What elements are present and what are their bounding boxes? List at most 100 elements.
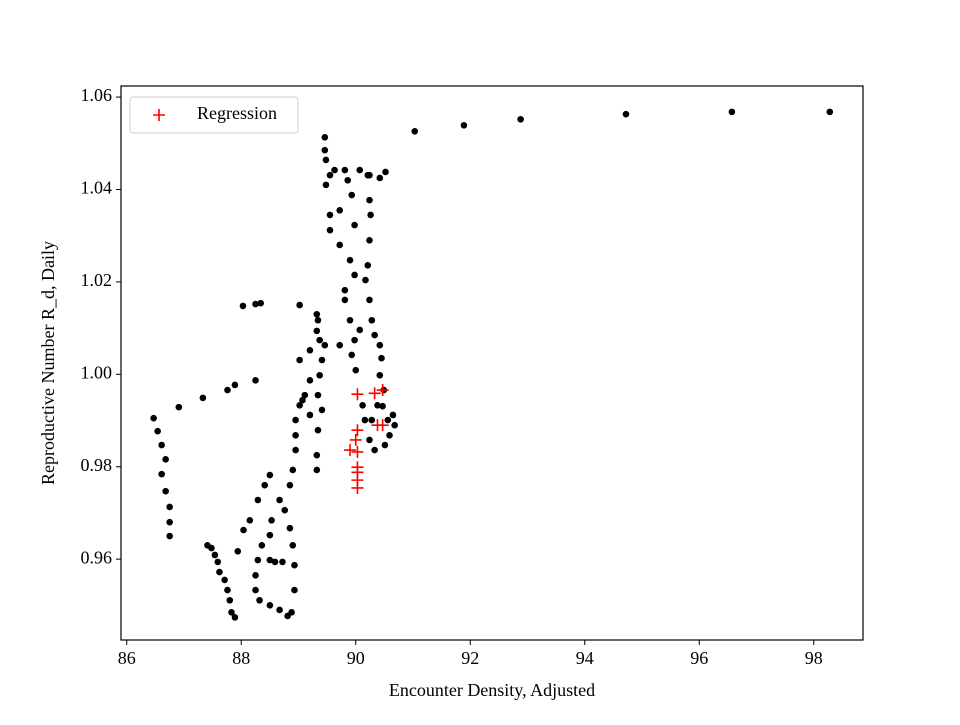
point — [228, 608, 235, 616]
point — [368, 416, 376, 424]
point — [257, 299, 264, 307]
point — [366, 196, 373, 204]
point — [389, 411, 397, 419]
point — [368, 316, 376, 324]
x-axis-label: Encounter Density, Adjusted — [389, 680, 595, 700]
point — [154, 427, 161, 435]
point — [226, 596, 234, 604]
point — [231, 381, 239, 389]
y-tick-label: 1.00 — [81, 362, 113, 382]
point — [364, 261, 372, 269]
y-tick-label: 1.04 — [81, 178, 113, 198]
point — [371, 446, 378, 454]
point — [279, 558, 286, 566]
legend-marker — [153, 109, 165, 121]
point — [346, 256, 354, 264]
y-axis-label: Reproductive Number R_d, Daily — [38, 241, 58, 485]
point — [321, 146, 329, 154]
x-tick-label: 90 — [347, 648, 365, 668]
point — [381, 441, 389, 449]
point — [351, 271, 358, 279]
point — [622, 110, 630, 118]
point — [214, 558, 222, 566]
x-tick-label: 98 — [805, 648, 823, 668]
point — [326, 226, 334, 234]
point — [341, 296, 349, 304]
point — [351, 481, 364, 494]
point — [254, 556, 262, 564]
point — [326, 171, 334, 179]
point — [268, 517, 275, 524]
point — [301, 391, 309, 399]
point — [162, 456, 169, 463]
y-tick-label: 1.02 — [81, 270, 113, 290]
point — [252, 586, 259, 594]
point — [266, 556, 274, 564]
point — [291, 561, 298, 569]
point — [374, 401, 381, 409]
point — [246, 517, 254, 524]
point — [239, 302, 247, 310]
point — [286, 524, 294, 532]
y-tick-label: 1.06 — [81, 85, 113, 105]
x-tick-label: 94 — [576, 648, 594, 668]
point — [266, 531, 274, 539]
x-tick-label: 96 — [690, 648, 708, 668]
point — [271, 558, 279, 566]
point — [261, 481, 269, 489]
point — [281, 506, 289, 514]
point — [292, 416, 299, 424]
point — [341, 166, 349, 174]
point — [382, 168, 389, 176]
point — [344, 176, 352, 184]
point — [289, 541, 297, 549]
x-tick-label: 86 — [118, 648, 136, 668]
point — [366, 436, 373, 444]
legend — [129, 96, 299, 134]
point — [364, 171, 372, 179]
legend-label: Regression — [197, 103, 277, 123]
point — [166, 518, 173, 526]
point — [306, 411, 314, 419]
point — [368, 387, 381, 400]
point — [252, 572, 259, 579]
point — [252, 377, 259, 384]
point — [386, 432, 393, 439]
point — [306, 346, 314, 354]
point — [258, 541, 266, 549]
point — [276, 606, 283, 614]
point — [216, 568, 223, 576]
point — [351, 388, 364, 401]
point — [341, 286, 349, 294]
point — [286, 481, 294, 489]
point — [316, 336, 323, 344]
point — [321, 341, 329, 349]
point — [276, 496, 283, 504]
point — [313, 327, 321, 335]
point — [313, 451, 321, 459]
point — [384, 416, 392, 424]
point — [318, 356, 326, 364]
point — [288, 608, 295, 616]
point — [367, 211, 374, 219]
point — [336, 241, 344, 249]
point — [224, 386, 231, 394]
point — [166, 503, 173, 511]
point — [361, 416, 369, 424]
point — [336, 341, 344, 349]
point — [356, 166, 364, 174]
point — [313, 466, 321, 474]
point — [199, 394, 207, 402]
point — [351, 424, 364, 437]
point — [166, 532, 173, 540]
point — [517, 115, 524, 123]
point — [376, 341, 384, 349]
point — [348, 191, 356, 199]
point — [346, 316, 354, 324]
point — [292, 446, 299, 454]
point — [376, 419, 389, 432]
point — [728, 108, 736, 116]
point — [362, 276, 369, 284]
point — [296, 401, 303, 409]
